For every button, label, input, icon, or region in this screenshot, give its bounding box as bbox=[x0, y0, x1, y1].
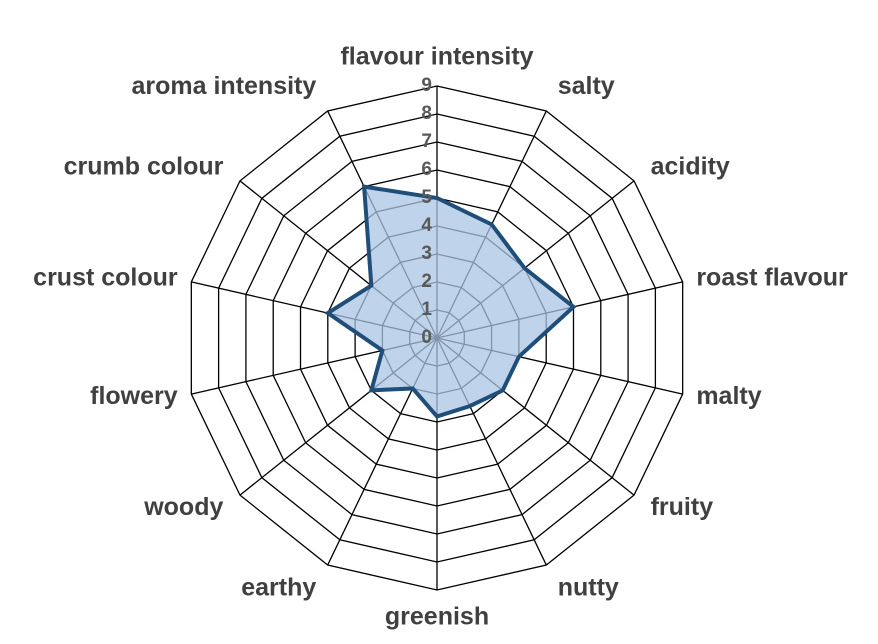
category-label: crust colour bbox=[33, 263, 178, 291]
category-label: woody bbox=[143, 493, 223, 521]
y-tick-label: 0 bbox=[421, 327, 432, 348]
category-label: malty bbox=[696, 382, 761, 410]
category-label: flavour intensity bbox=[340, 43, 533, 71]
y-tick-label: 2 bbox=[421, 271, 432, 292]
category-label: crumb colour bbox=[64, 152, 224, 180]
y-tick-label: 5 bbox=[421, 187, 432, 208]
y-tick-label: 8 bbox=[421, 103, 432, 124]
category-label: earthy bbox=[241, 573, 316, 601]
y-tick-label: 1 bbox=[421, 299, 432, 320]
category-label: flowery bbox=[90, 382, 178, 410]
y-tick-label: 3 bbox=[421, 243, 432, 264]
y-tick-label: 6 bbox=[421, 159, 432, 180]
y-tick-label: 4 bbox=[421, 215, 432, 236]
y-tick-label: 9 bbox=[421, 75, 432, 96]
category-label: aroma intensity bbox=[132, 72, 317, 100]
category-label: fruity bbox=[651, 493, 714, 521]
data-area bbox=[324, 184, 577, 419]
category-label: acidity bbox=[651, 152, 730, 180]
category-label: salty bbox=[558, 72, 615, 100]
category-label: roast flavour bbox=[696, 263, 848, 291]
y-tick-label: 7 bbox=[421, 131, 432, 152]
category-label: greenish bbox=[385, 603, 489, 631]
category-label: nutty bbox=[558, 573, 619, 601]
